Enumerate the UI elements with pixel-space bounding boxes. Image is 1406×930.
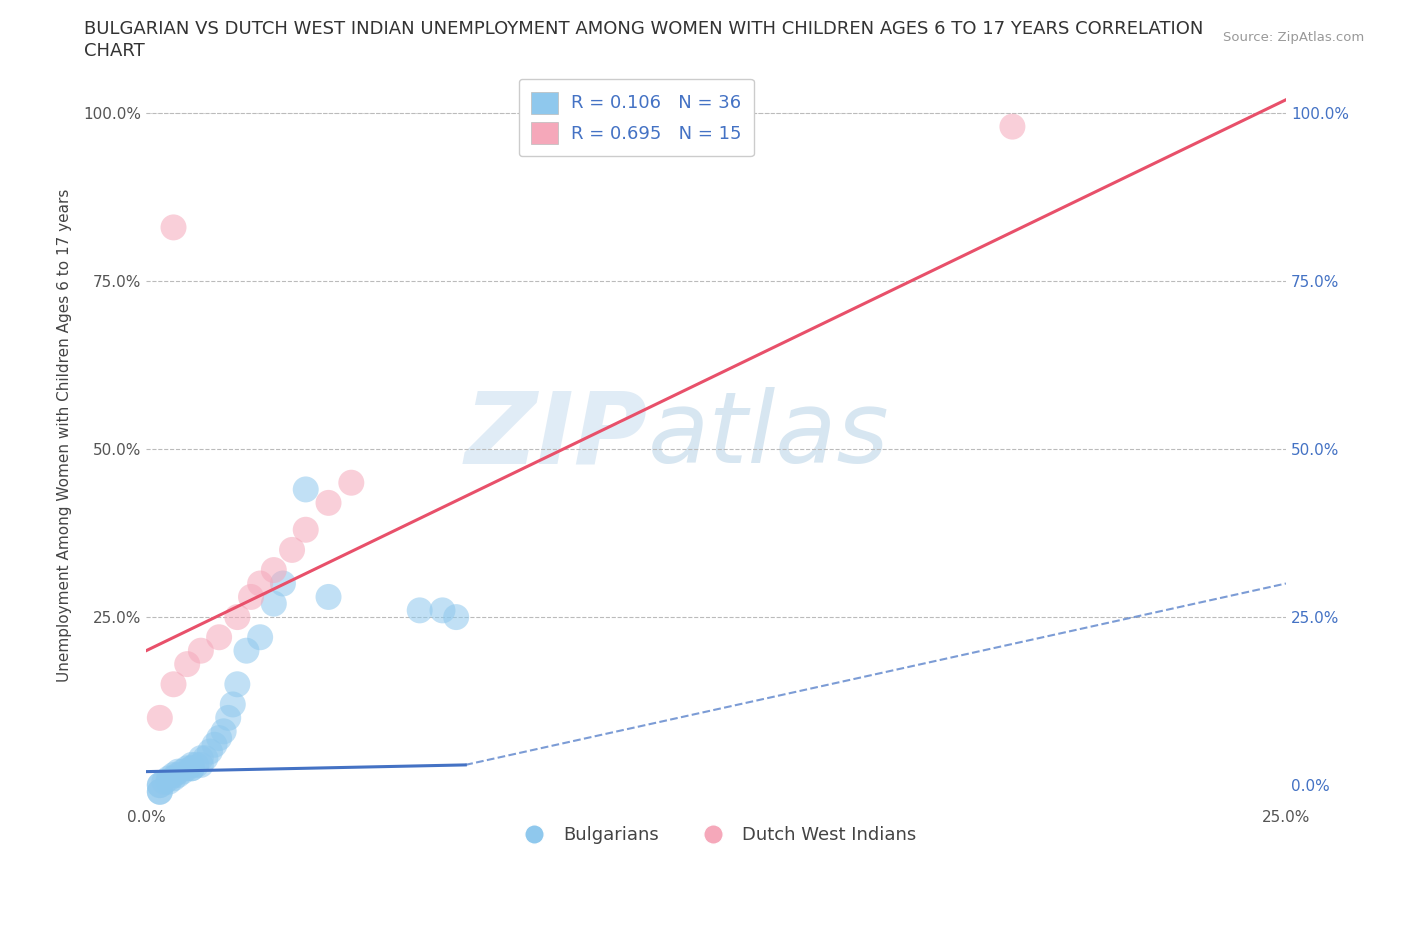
Point: [162, 220, 184, 235]
Point: [217, 711, 239, 725]
Point: [263, 596, 285, 611]
Point: [444, 610, 467, 625]
Point: [294, 523, 316, 538]
Point: [190, 644, 212, 658]
Point: [249, 576, 271, 591]
Point: [167, 767, 190, 782]
Legend: Bulgarians, Dutch West Indians: Bulgarians, Dutch West Indians: [509, 819, 924, 852]
Point: [263, 563, 285, 578]
Point: [149, 777, 172, 792]
Point: [281, 542, 304, 557]
Point: [153, 775, 176, 790]
Point: [318, 590, 340, 604]
Point: [294, 482, 316, 497]
Point: [180, 757, 202, 772]
Point: [167, 764, 190, 779]
Point: [157, 775, 180, 790]
Point: [249, 630, 271, 644]
Point: [208, 630, 231, 644]
Point: [149, 711, 172, 725]
Y-axis label: Unemployment Among Women with Children Ages 6 to 17 years: Unemployment Among Women with Children A…: [58, 189, 72, 683]
Point: [190, 751, 212, 765]
Point: [271, 576, 294, 591]
Point: [162, 771, 184, 786]
Point: [432, 603, 454, 618]
Point: [198, 744, 221, 759]
Point: [1001, 119, 1024, 134]
Point: [409, 603, 432, 618]
Point: [208, 731, 231, 746]
Point: [157, 771, 180, 786]
Point: [176, 657, 198, 671]
Point: [180, 761, 202, 776]
Point: [235, 644, 257, 658]
Text: BULGARIAN VS DUTCH WEST INDIAN UNEMPLOYMENT AMONG WOMEN WITH CHILDREN AGES 6 TO : BULGARIAN VS DUTCH WEST INDIAN UNEMPLOYM…: [84, 20, 1204, 38]
Point: [149, 784, 172, 799]
Point: [149, 784, 172, 799]
Point: [180, 761, 202, 776]
Text: ZIP: ZIP: [464, 387, 648, 485]
Point: [204, 737, 226, 752]
Point: [318, 496, 340, 511]
Point: [212, 724, 235, 738]
Point: [149, 777, 172, 792]
Point: [240, 590, 263, 604]
Point: [340, 475, 363, 490]
Point: [226, 610, 249, 625]
Text: CHART: CHART: [84, 42, 145, 60]
Point: [226, 677, 249, 692]
Text: atlas: atlas: [648, 387, 889, 485]
Point: [176, 761, 198, 776]
Point: [222, 697, 245, 711]
Point: [162, 767, 184, 782]
Point: [162, 677, 184, 692]
Point: [190, 757, 212, 772]
Point: [194, 751, 217, 765]
Point: [186, 757, 208, 772]
Text: Source: ZipAtlas.com: Source: ZipAtlas.com: [1223, 31, 1364, 44]
Point: [172, 764, 194, 779]
